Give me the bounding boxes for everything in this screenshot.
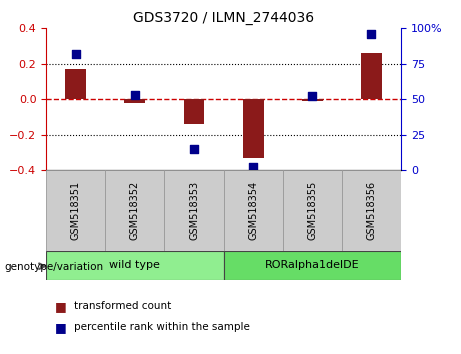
Text: percentile rank within the sample: percentile rank within the sample: [74, 322, 250, 332]
Bar: [243, 99, 264, 158]
Bar: [302, 99, 323, 101]
Bar: [183, 99, 204, 124]
FancyBboxPatch shape: [165, 170, 224, 251]
Point: [72, 51, 79, 57]
Text: RORalpha1delDE: RORalpha1delDE: [265, 261, 360, 270]
FancyBboxPatch shape: [46, 170, 105, 251]
Point: [368, 31, 375, 37]
Point: [249, 164, 257, 170]
Title: GDS3720 / ILMN_2744036: GDS3720 / ILMN_2744036: [133, 11, 314, 24]
FancyBboxPatch shape: [46, 251, 224, 280]
FancyBboxPatch shape: [224, 251, 401, 280]
Text: genotype/variation: genotype/variation: [5, 262, 104, 272]
Text: GSM518356: GSM518356: [366, 181, 377, 240]
Text: GSM518355: GSM518355: [307, 181, 317, 240]
Point: [190, 146, 198, 152]
FancyBboxPatch shape: [105, 170, 165, 251]
Text: transformed count: transformed count: [74, 301, 171, 311]
Bar: [65, 69, 86, 99]
Bar: [361, 53, 382, 99]
FancyBboxPatch shape: [224, 170, 283, 251]
FancyBboxPatch shape: [283, 170, 342, 251]
Text: ■: ■: [55, 321, 67, 334]
Point: [131, 92, 138, 98]
Text: GSM518354: GSM518354: [248, 181, 258, 240]
Text: wild type: wild type: [109, 261, 160, 270]
Bar: [124, 99, 145, 103]
Text: ■: ■: [55, 300, 67, 313]
FancyBboxPatch shape: [342, 170, 401, 251]
Text: GSM518352: GSM518352: [130, 181, 140, 240]
Text: GSM518351: GSM518351: [71, 181, 81, 240]
Text: GSM518353: GSM518353: [189, 181, 199, 240]
Point: [308, 93, 316, 99]
